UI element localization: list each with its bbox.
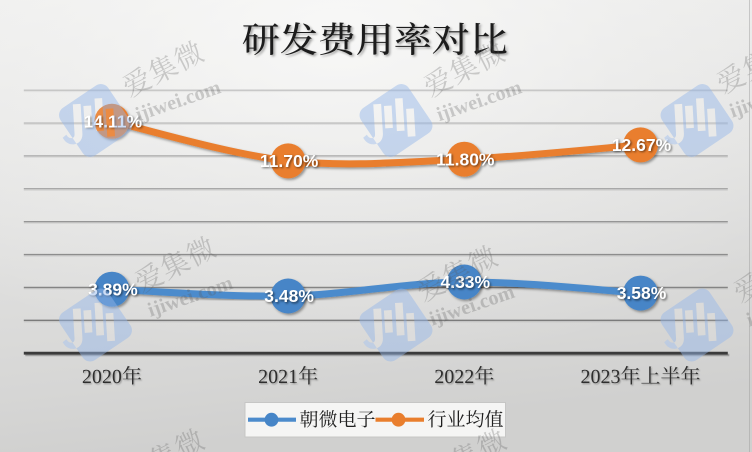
svg-text:11.70%: 11.70% — [260, 151, 319, 171]
svg-text:12.67%: 12.67% — [612, 135, 672, 155]
svg-text:11.80%: 11.80% — [436, 149, 495, 169]
svg-text:4.33%: 4.33% — [440, 272, 490, 292]
svg-text:3.58%: 3.58% — [617, 283, 667, 303]
svg-text:3.48%: 3.48% — [264, 286, 314, 306]
